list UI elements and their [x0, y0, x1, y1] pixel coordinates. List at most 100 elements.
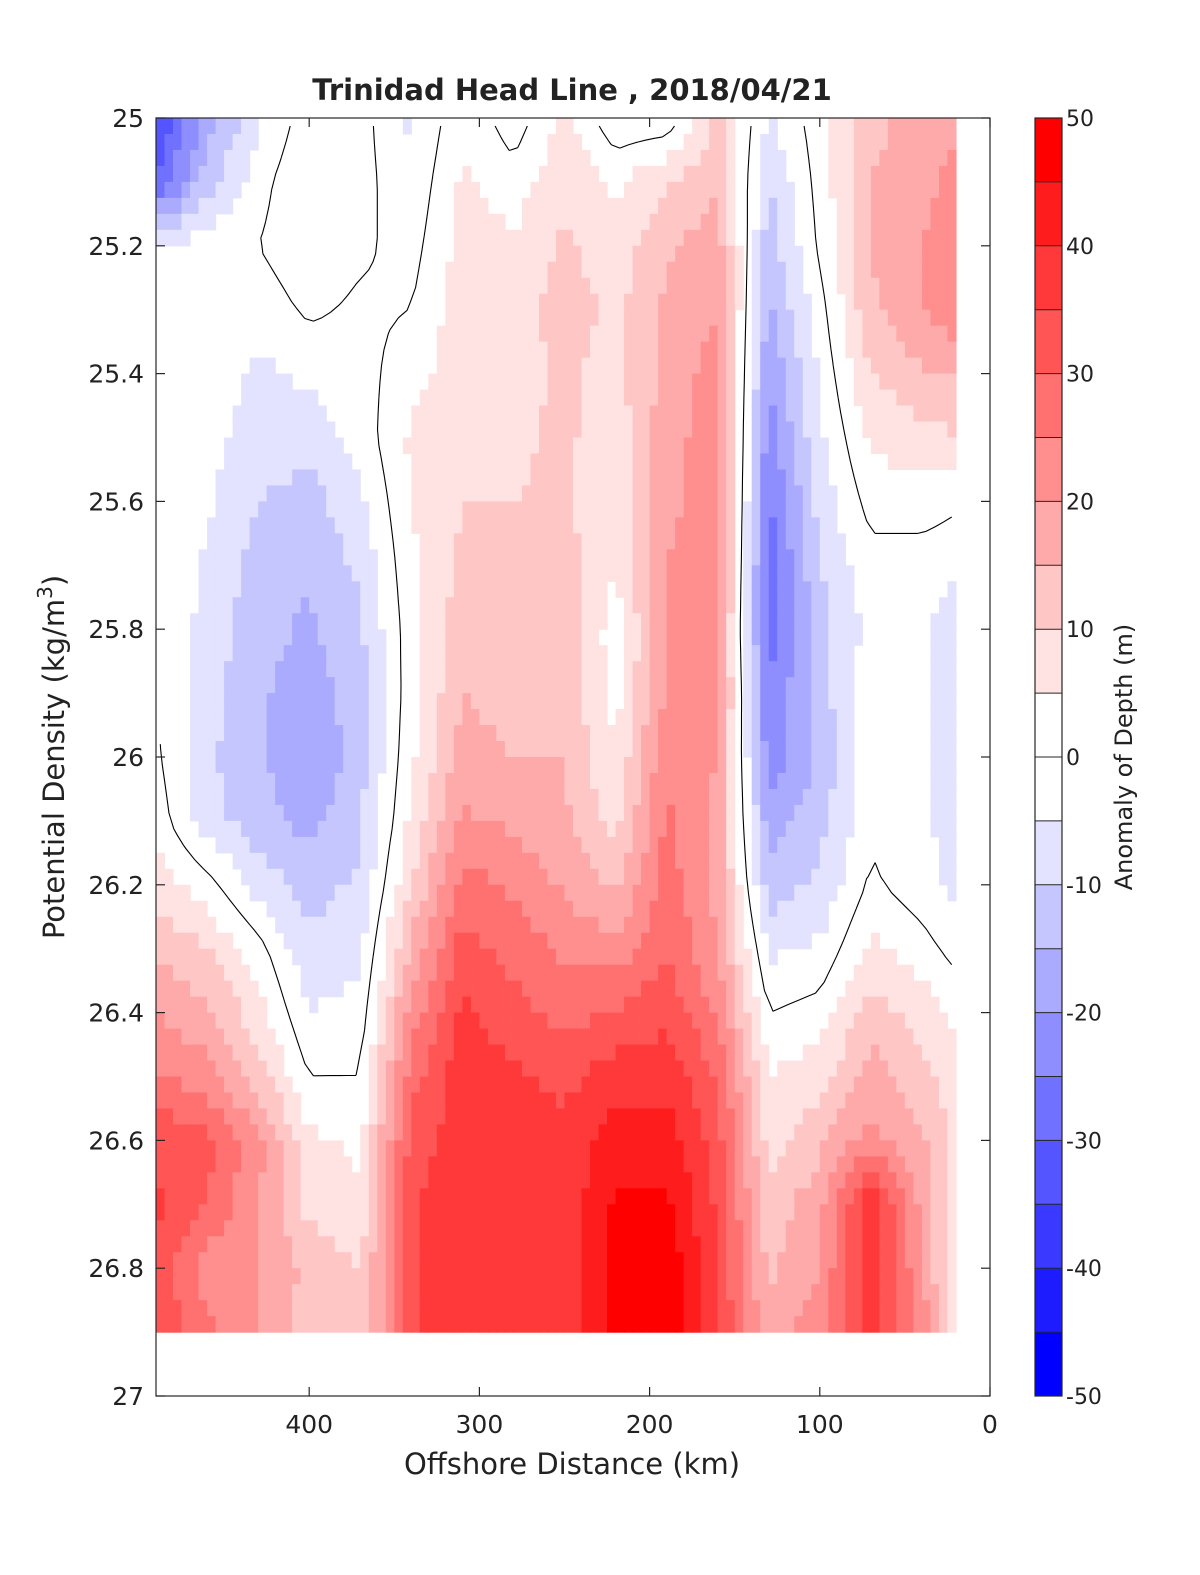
contour-cell — [530, 693, 540, 710]
contour-cell — [573, 325, 583, 343]
contour-cell — [717, 213, 727, 231]
contour-cell — [385, 1220, 395, 1237]
contour-cell — [590, 948, 600, 966]
contour-cell — [547, 980, 557, 998]
contour-cell — [751, 868, 761, 886]
contour-cell — [538, 1172, 549, 1189]
contour-cell — [615, 517, 625, 534]
contour-cell — [700, 820, 710, 838]
contour-cell — [496, 277, 506, 295]
contour-cell — [283, 485, 293, 502]
contour-cell — [743, 1188, 753, 1205]
contour-cell — [530, 549, 540, 566]
contour-cell — [419, 693, 429, 710]
contour-cell — [198, 1044, 208, 1062]
contour-cell — [343, 788, 353, 806]
contour-cell — [419, 469, 429, 487]
contour-cell — [777, 517, 787, 534]
contour-cell — [751, 1236, 761, 1253]
contour-cell — [904, 1156, 915, 1173]
contour-cell — [530, 261, 540, 279]
contour-cell — [181, 1108, 191, 1126]
contour-cell — [666, 1220, 676, 1237]
contour-cell — [232, 677, 242, 694]
contour-cell — [590, 613, 600, 630]
contour-cell — [828, 1092, 838, 1110]
contour-cell — [768, 629, 778, 646]
contour-cell — [947, 1076, 957, 1094]
contour-cell — [726, 1204, 736, 1221]
contour-cell — [649, 804, 659, 822]
contour-cell — [717, 597, 727, 614]
contour-cell — [632, 964, 642, 982]
contour-cell — [692, 165, 702, 183]
contour-cell — [224, 1172, 234, 1189]
contour-cell — [368, 804, 378, 822]
contour-cell — [760, 341, 770, 359]
contour-cell — [726, 1076, 736, 1094]
contour-cell — [666, 485, 676, 502]
contour-cell — [351, 661, 361, 678]
contour-cell — [249, 133, 259, 151]
contour-cell — [743, 501, 753, 518]
contour-cell — [845, 309, 855, 327]
contour-cell — [224, 165, 234, 183]
contour-cell — [292, 645, 302, 662]
contour-cell — [419, 836, 429, 854]
contour-cell — [709, 581, 719, 598]
contour-cell — [641, 1156, 651, 1173]
contour-cell — [658, 772, 668, 790]
contour-cell — [521, 1044, 532, 1062]
contour-cell — [479, 645, 489, 662]
contour-cell — [530, 629, 540, 646]
contour-cell — [581, 293, 591, 311]
contour-cell — [811, 772, 821, 790]
contour-cell — [930, 772, 940, 790]
contour-cell — [853, 245, 863, 263]
contour-cell — [879, 357, 889, 375]
contour-cell — [547, 277, 557, 295]
contour-cell — [224, 469, 234, 487]
contour-cell — [938, 309, 949, 327]
contour-cell — [590, 1028, 600, 1046]
contour-cell — [368, 661, 378, 678]
contour-cell — [428, 1156, 438, 1173]
contour-cell — [573, 181, 583, 199]
contour-cell — [768, 868, 778, 886]
contour-cell — [249, 725, 259, 742]
contour-cell — [402, 1172, 412, 1189]
contour-cell — [658, 325, 668, 343]
contour-cell — [453, 980, 463, 998]
contour-cell — [590, 757, 600, 774]
contour-cell — [470, 709, 480, 726]
contour-cell — [802, 804, 812, 822]
contour-cell — [453, 900, 463, 918]
contour-cell — [624, 1172, 634, 1189]
contour-cell — [683, 229, 693, 247]
contour-cell — [462, 693, 472, 710]
contour-cell — [930, 437, 940, 455]
contour-cell — [921, 1044, 932, 1062]
contour-cell — [309, 868, 319, 886]
contour-cell — [428, 565, 438, 582]
contour-cell — [266, 1220, 276, 1237]
contour-cell — [887, 229, 897, 247]
contour-cell — [802, 517, 812, 534]
contour-cell — [641, 1124, 651, 1141]
contour-cell — [326, 932, 336, 950]
contour-cell — [453, 325, 463, 343]
contour-cell — [615, 485, 625, 502]
contour-cell — [760, 437, 770, 455]
contour-cell — [241, 1028, 251, 1046]
contour-cell — [904, 213, 915, 231]
contour-cell — [947, 309, 957, 327]
contour-cell — [760, 133, 770, 151]
contour-cell — [275, 581, 285, 598]
contour-cell — [794, 1140, 804, 1157]
contour-cell — [581, 1188, 591, 1205]
contour-cell — [947, 229, 957, 247]
contour-cell — [487, 405, 498, 423]
contour-cell — [538, 772, 549, 790]
contour-cell — [487, 980, 498, 998]
contour-cell — [649, 868, 659, 886]
